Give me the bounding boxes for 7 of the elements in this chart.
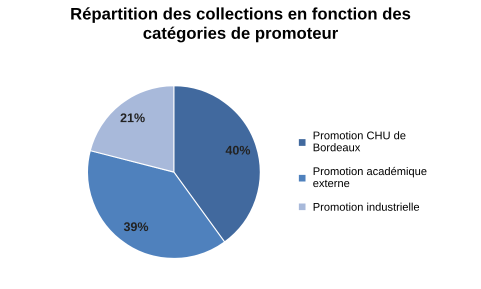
legend-label: Promotion académique externe [313,166,427,188]
data-label: 39% [124,222,148,232]
data-label: 21% [120,113,145,122]
chart-title: Répartition des collections en fonction des catégories de promoteur [71,7,410,42]
legend-label: Promotion industrielle [314,202,420,211]
data-label: 40% [226,146,250,155]
legend-label: Promotion CHU de Bordeaux [314,131,406,152]
